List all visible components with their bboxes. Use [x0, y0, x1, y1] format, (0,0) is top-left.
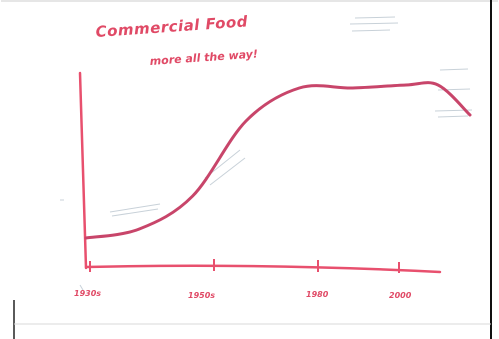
- chart-subtitle: more all the way!: [149, 47, 258, 68]
- sketch-marks: [60, 16, 473, 291]
- x-tick-label: 1930s: [74, 289, 101, 298]
- x-tick-label: 1980: [306, 290, 329, 299]
- data-point: [298, 86, 301, 90]
- data-point: [138, 227, 141, 231]
- data-point: [468, 113, 472, 117]
- x-ticks: [89, 259, 400, 273]
- data-point: [84, 236, 88, 240]
- chart-title: Commercial Food: [95, 12, 248, 41]
- data-point: [191, 194, 194, 198]
- x-tick-label: 2000: [389, 291, 412, 300]
- y-axis: [78, 71, 88, 270]
- x-axis: [84, 264, 442, 274]
- data-point: [351, 86, 354, 90]
- data-point: [404, 83, 408, 87]
- data-point: [436, 83, 440, 87]
- x-tick-label: 1950s: [188, 291, 215, 300]
- series-line: [84, 81, 472, 240]
- data-point: [244, 119, 248, 123]
